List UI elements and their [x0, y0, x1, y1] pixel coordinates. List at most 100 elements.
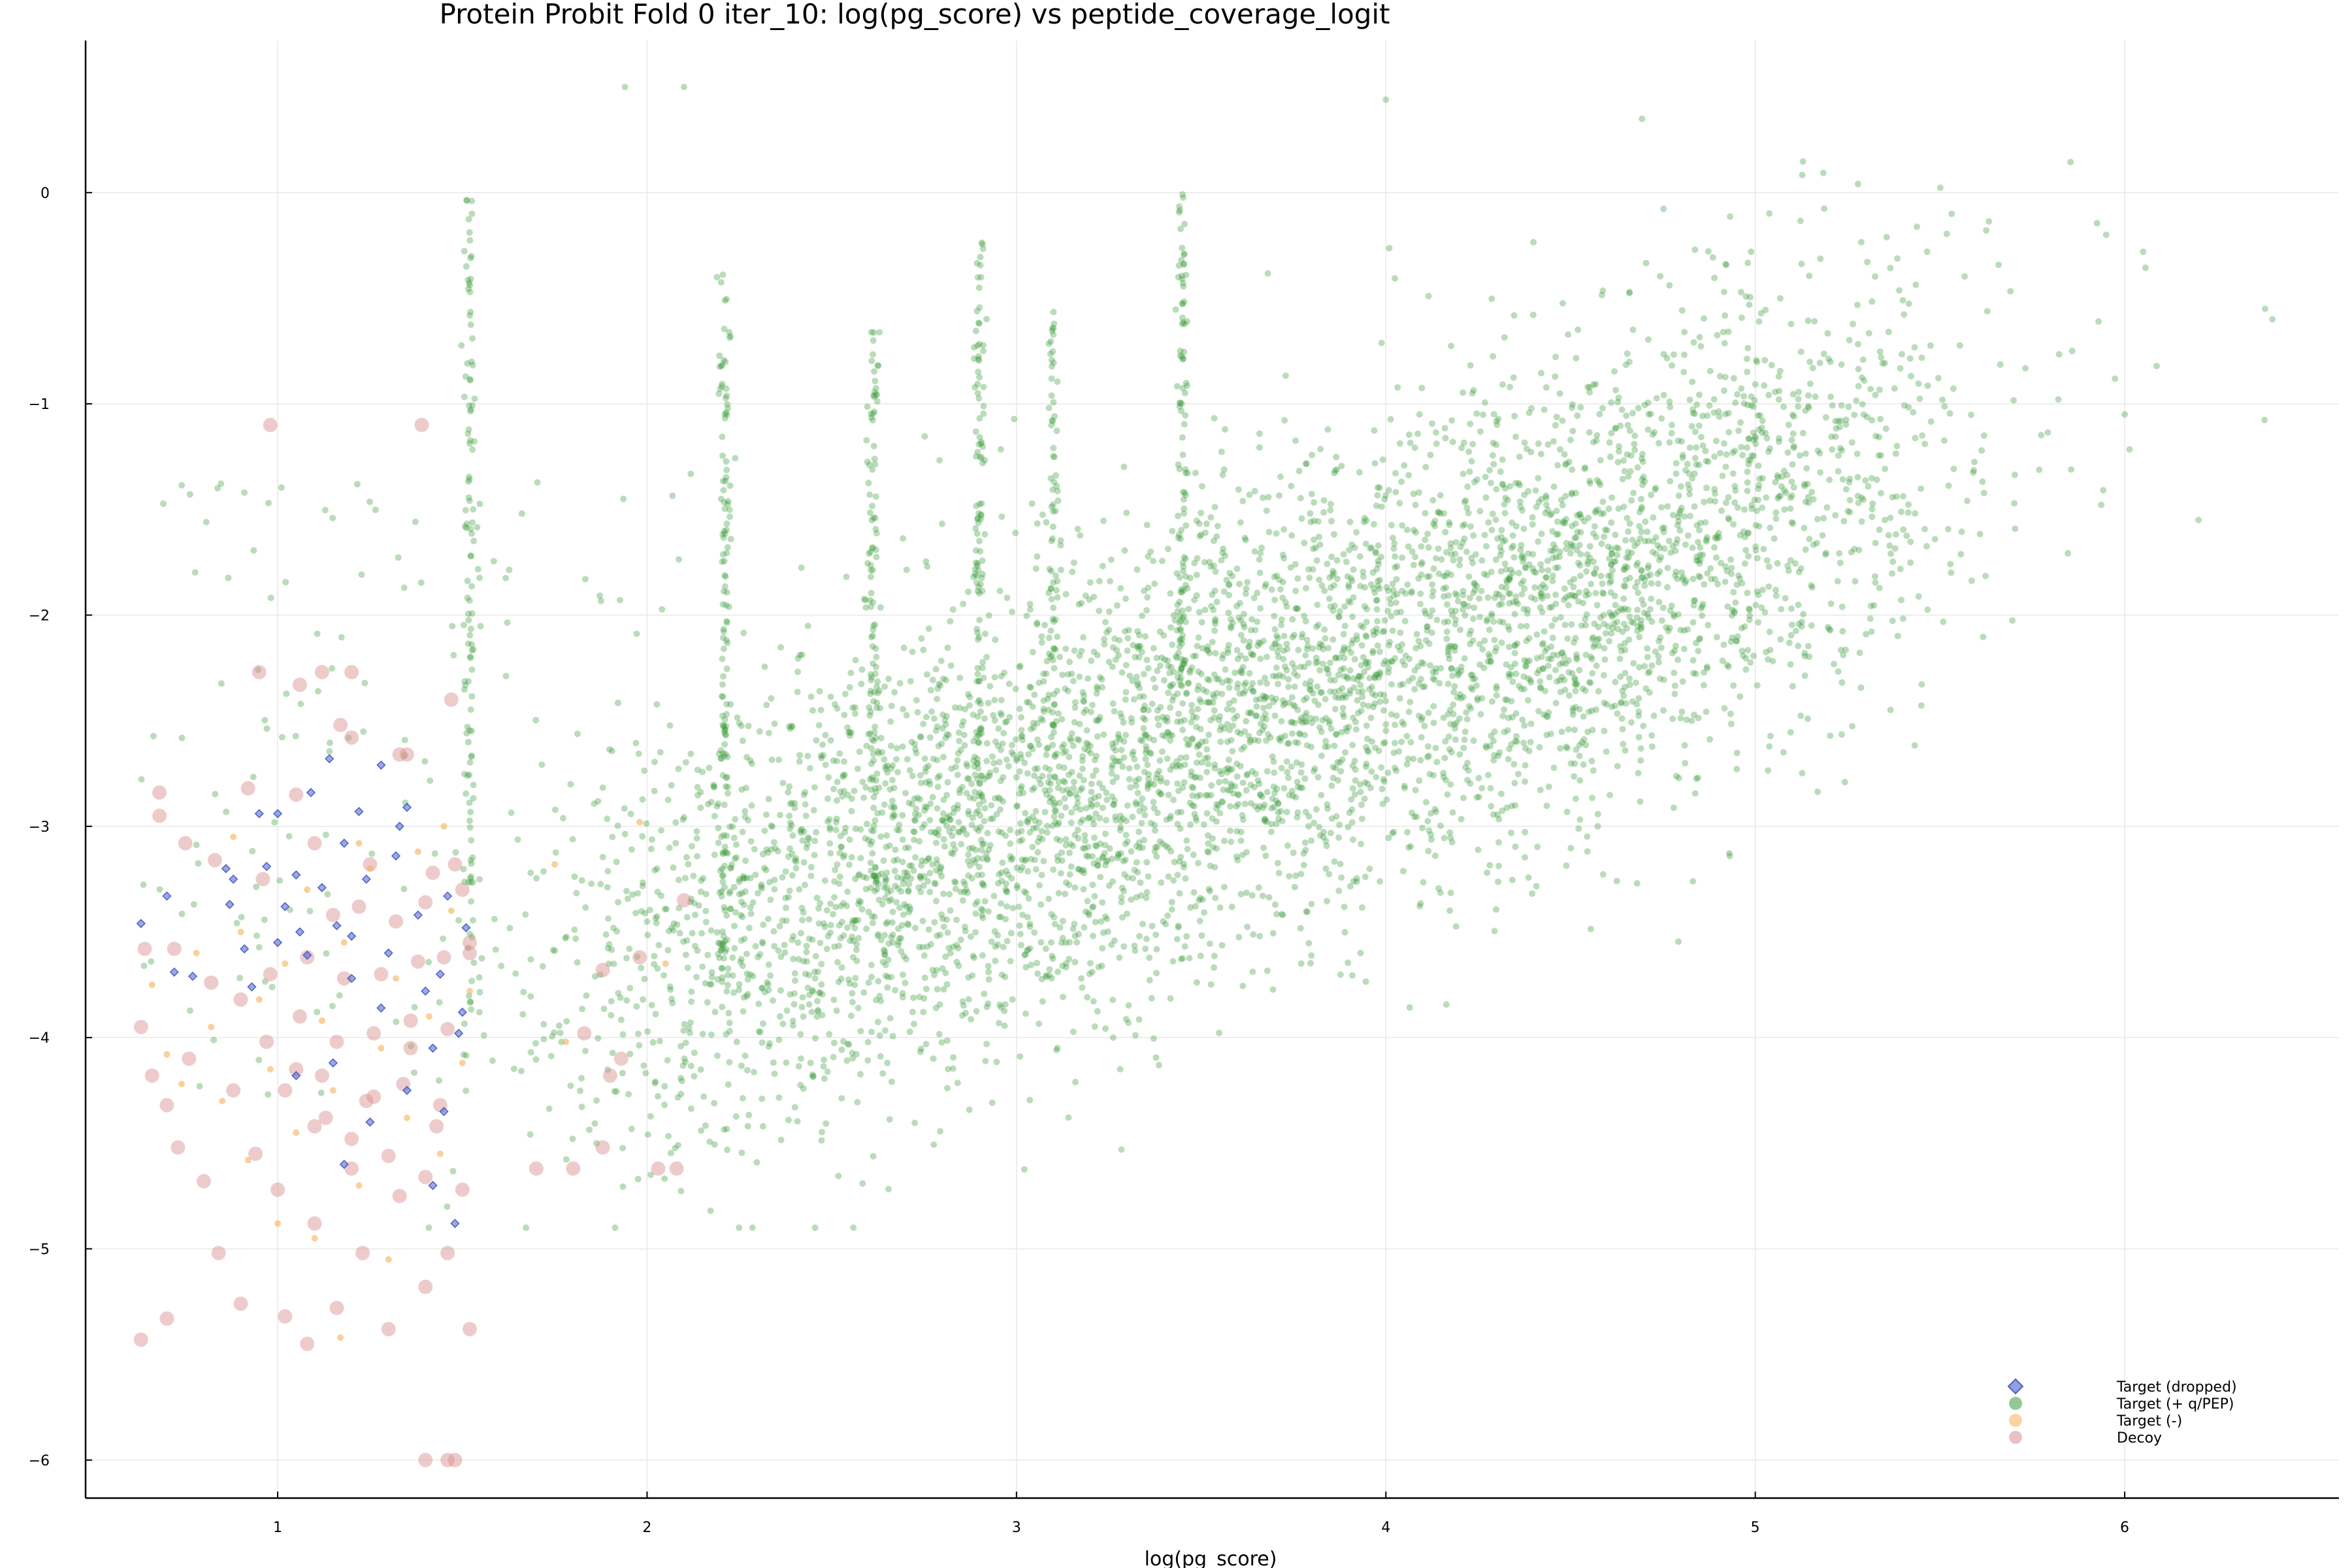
- target-qpep-point: [1186, 955, 1193, 962]
- target-qpep-point: [825, 774, 832, 781]
- target-qpep-point: [1452, 923, 1460, 930]
- target-qpep-point: [1037, 939, 1045, 946]
- target-qpep-point: [1224, 649, 1232, 657]
- target-qpep-point: [1032, 866, 1039, 873]
- target-qpep-point: [1458, 694, 1465, 702]
- target-qpep-point: [1811, 318, 1818, 325]
- target-qpep-point: [868, 973, 875, 981]
- target-qpep-point: [1324, 805, 1331, 812]
- target-qpep-point: [1645, 538, 1652, 545]
- target-qpep-point: [1897, 365, 1904, 372]
- target-qpep-point: [724, 1147, 731, 1154]
- target-qpep-point: [2011, 500, 2018, 507]
- target-qpep-point: [700, 1093, 708, 1100]
- target-qpep-point: [1447, 540, 1454, 547]
- target-qpep-point: [1068, 768, 1075, 776]
- target-qpep-point: [1213, 533, 1220, 540]
- target-qpep-point: [1219, 798, 1226, 806]
- target-qpep-point: [868, 760, 875, 768]
- target-qpep-point: [935, 742, 942, 749]
- target-qpep-point: [953, 958, 960, 966]
- target-qpep-point: [1511, 610, 1518, 617]
- target-qpep-point: [1155, 1062, 1162, 1069]
- target-qpep-point: [951, 878, 958, 885]
- target-qpep-point: [1565, 592, 1573, 599]
- target-qpep-point: [1615, 448, 1622, 455]
- target-qpep-point: [1374, 642, 1381, 649]
- target-qpep-point: [1190, 784, 1197, 791]
- target-qpep-point: [1370, 631, 1377, 638]
- target-qpep-point: [1449, 809, 1456, 816]
- target-qpep-point: [1544, 557, 1551, 564]
- target-qpep-point: [1556, 553, 1563, 561]
- target-qpep-point: [1410, 490, 1417, 497]
- target-qpep-point: [921, 807, 928, 814]
- target-qpep-point: [1102, 817, 1109, 824]
- target-qpep-point: [1338, 874, 1345, 881]
- target-qpep-point: [1572, 520, 1579, 527]
- target-qpep-point: [1137, 800, 1144, 808]
- target-qpep-point: [1240, 637, 1247, 644]
- target-qpep-point: [1249, 768, 1256, 775]
- target-qpep-point: [943, 981, 951, 988]
- target-qpep-point: [1096, 716, 1103, 723]
- target-qpep-point: [1538, 531, 1545, 538]
- target-qpep-point: [881, 932, 888, 939]
- target-qpep-point: [934, 685, 941, 693]
- target-qpep-point: [1448, 642, 1455, 649]
- target-qpep-point: [771, 720, 778, 727]
- target-qpep-point: [1477, 711, 1484, 718]
- target-qpep-point: [621, 830, 629, 838]
- target-qpep-point: [1299, 630, 1306, 638]
- target-qpep-point: [1638, 574, 1645, 581]
- target-qpep-point: [758, 883, 765, 890]
- target-qpep-point: [1084, 898, 1091, 905]
- target-qpep-point: [1179, 727, 1186, 734]
- target-qpep-point: [1833, 425, 1840, 432]
- target-qpep-point: [1699, 412, 1706, 419]
- target-qpep-point: [1612, 602, 1619, 609]
- target-qpep-point: [970, 857, 977, 864]
- target-qpep-point: [1183, 690, 1190, 697]
- target-qpep-point: [1363, 760, 1370, 768]
- target-qpep-point: [855, 917, 862, 924]
- target-qpep-point: [845, 1041, 853, 1048]
- target-qpep-point: [1132, 801, 1139, 808]
- target-qpep-point: [936, 1030, 943, 1037]
- target-qpep-point: [1068, 670, 1075, 678]
- target-qpep-point: [1640, 723, 1647, 730]
- target-qpep-point: [1731, 609, 1738, 616]
- target-qpep-point: [1252, 696, 1260, 704]
- target-qpep-point: [1943, 230, 1950, 237]
- target-qpep-point: [1976, 531, 1984, 538]
- target-qpep-point: [858, 666, 866, 673]
- target-qpep-point: [1007, 826, 1014, 834]
- target-qpep-point: [1351, 544, 1358, 551]
- target-qpep-point: [1561, 585, 1568, 592]
- target-qpep-point: [1284, 774, 1292, 781]
- target-qpep-point: [1745, 529, 1752, 536]
- target-qpep-point: [1356, 672, 1363, 679]
- target-qpep-point: [806, 935, 813, 942]
- target-qpep-point: [1667, 549, 1674, 556]
- target-qpep-point: [1488, 612, 1495, 619]
- target-qpep-point: [1151, 781, 1158, 789]
- target-qpep-point: [1338, 463, 1345, 470]
- target-qpep-point: [711, 851, 718, 858]
- target-qpep-point: [1429, 772, 1437, 779]
- target-qpep-point: [1188, 702, 1196, 709]
- target-qpep-point: [855, 872, 862, 879]
- target-qpep-point: [1201, 559, 1208, 566]
- target-qpep-point: [1021, 1166, 1028, 1173]
- target-qpep-point: [1231, 715, 1238, 722]
- target-qpep-point: [1537, 684, 1544, 691]
- target-qpep-point: [1235, 614, 1243, 621]
- target-qpep-point: [1462, 497, 1469, 504]
- target-qpep-point: [1236, 580, 1243, 587]
- target-qpep-point: [944, 929, 951, 936]
- target-qpep-point: [1228, 838, 1235, 845]
- target-qpep-point: [1568, 621, 1575, 628]
- target-qpep-point: [1645, 614, 1652, 621]
- target-qpep-point: [2055, 351, 2063, 358]
- target-qpep-point: [822, 732, 829, 739]
